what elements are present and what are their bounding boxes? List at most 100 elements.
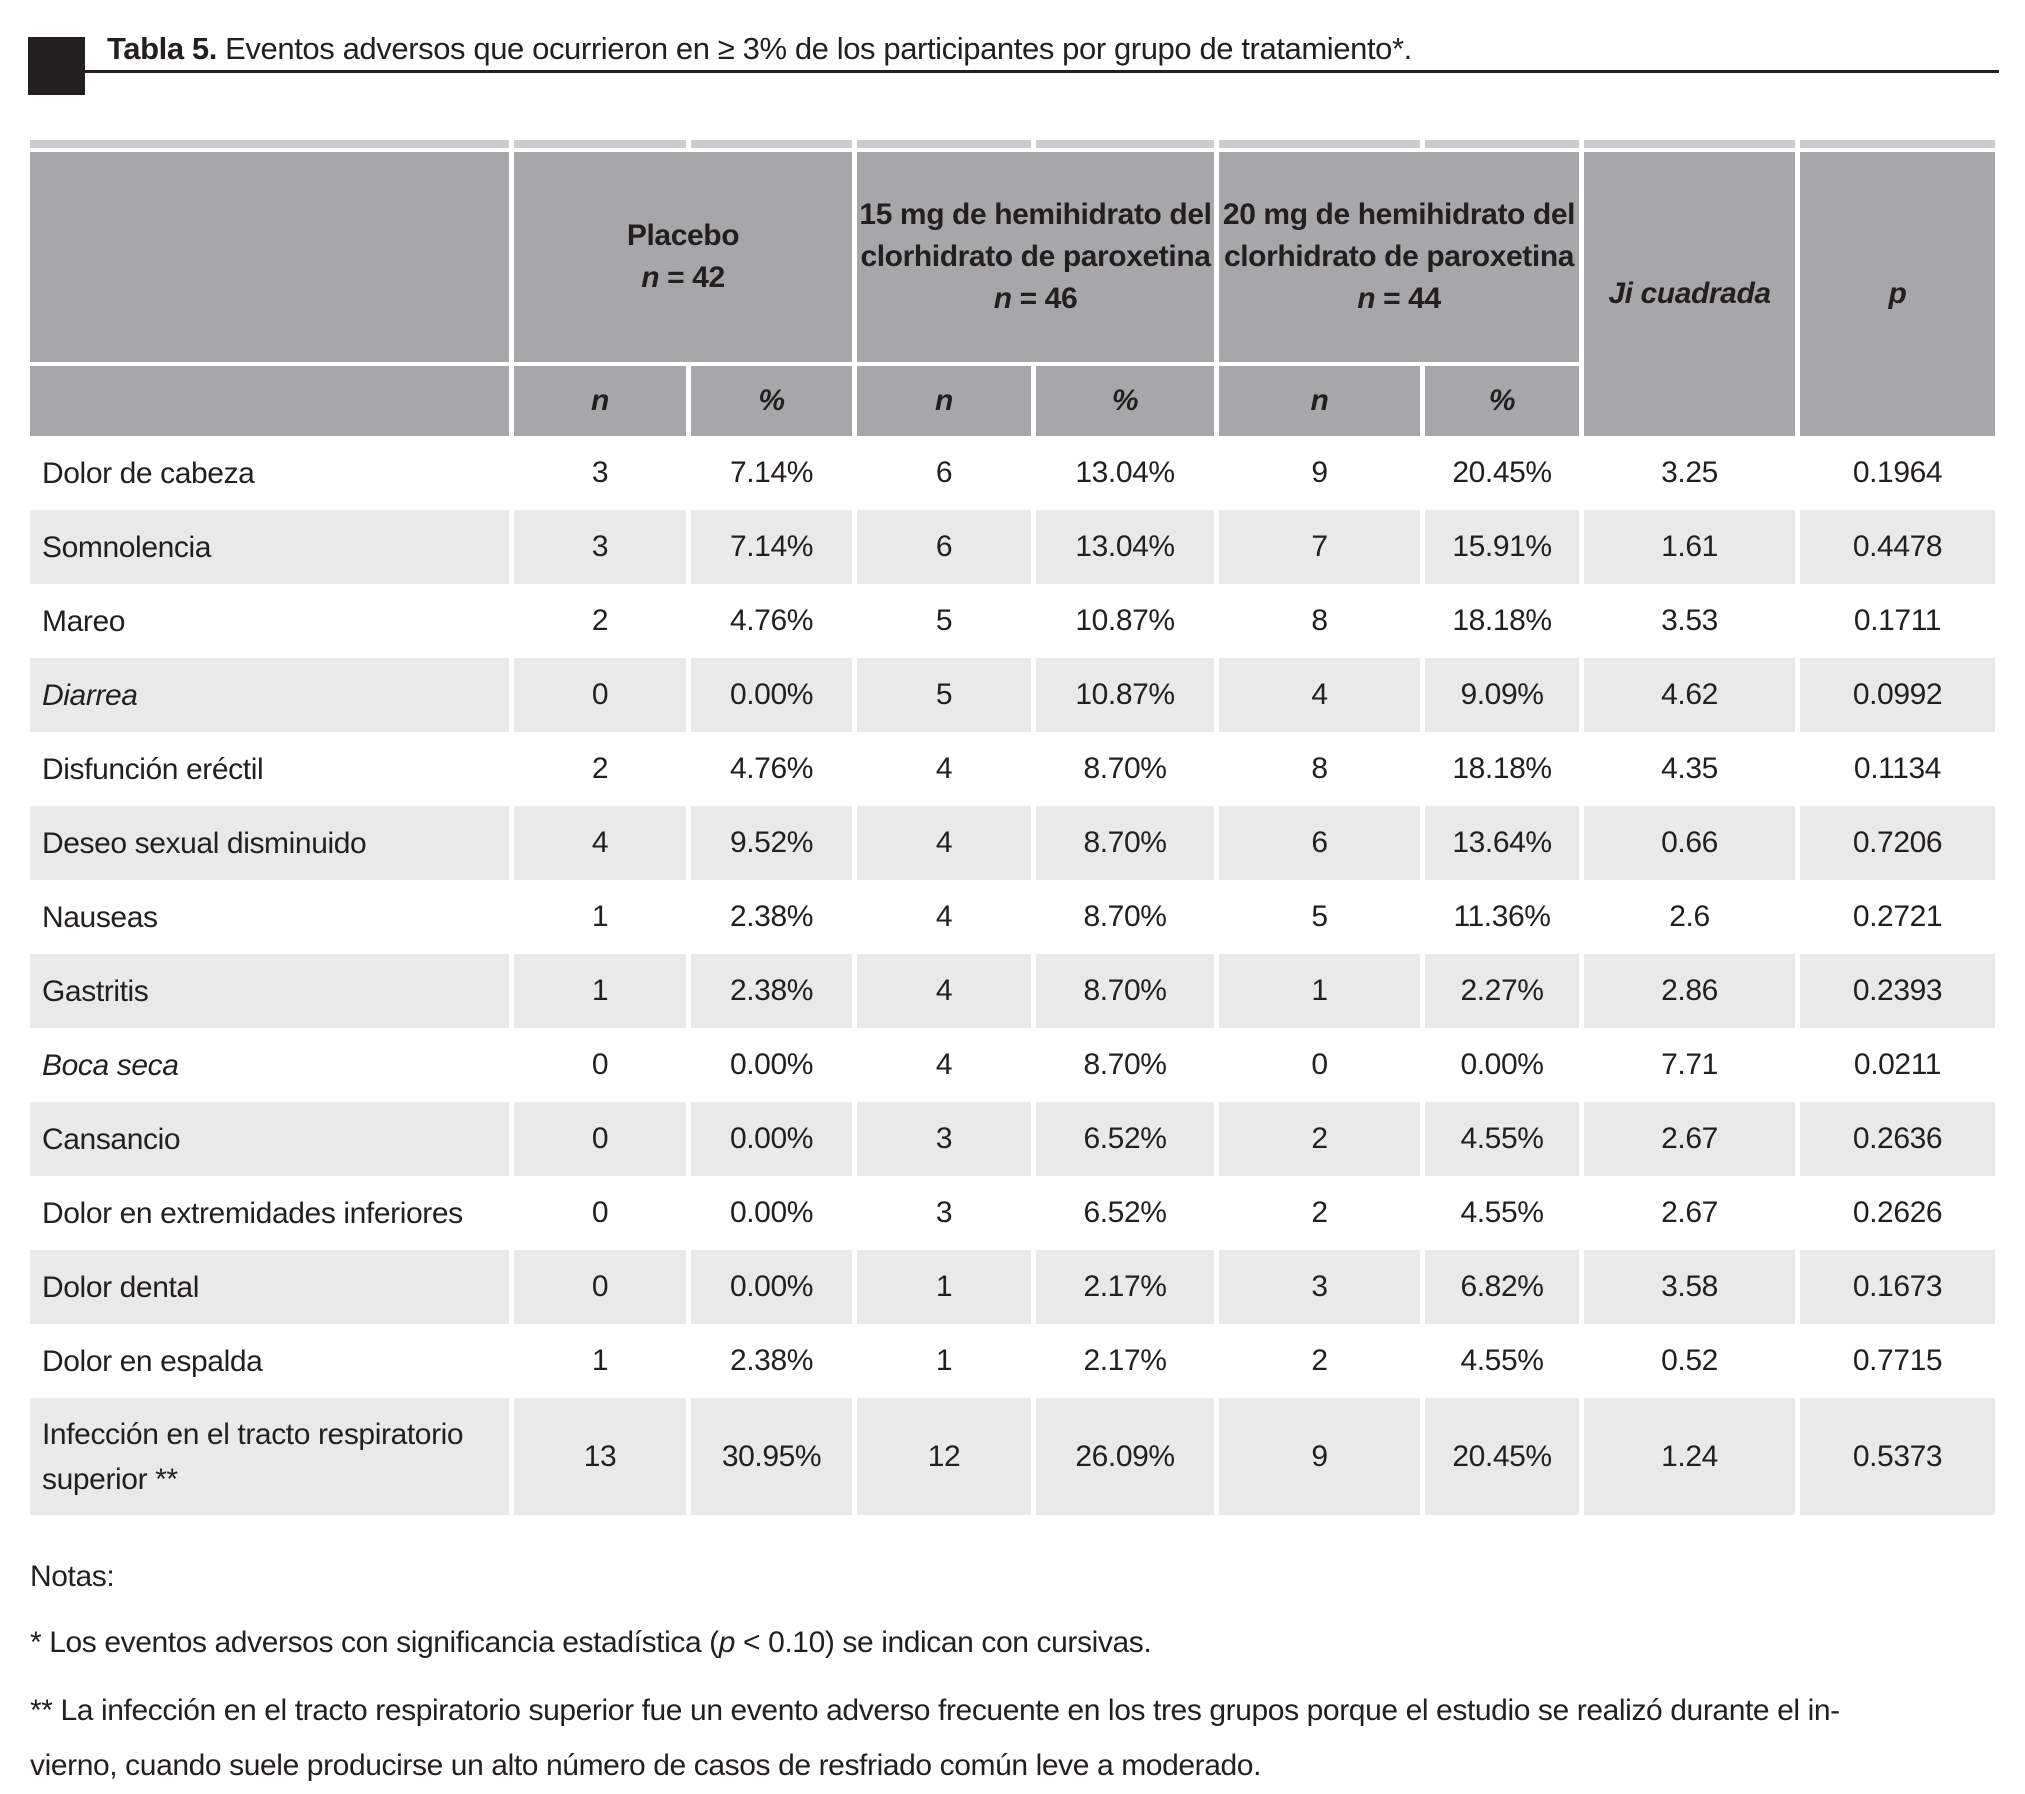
footnote-text: * Los eventos adversos con significancia… <box>30 1626 719 1659</box>
cell-value: 2.38% <box>691 954 852 1028</box>
table-number: Tabla 5. <box>107 31 217 66</box>
cell-value: 1 <box>935 1344 953 1377</box>
cell-value: 0.2636 <box>1800 1102 1995 1176</box>
cell-value: 4 <box>514 806 686 880</box>
cell-value: 13.64% <box>1425 806 1579 880</box>
cell-value: 3 <box>591 456 609 489</box>
group-name: 15 mg de hemihidrato del clorhidrato de … <box>859 198 1212 273</box>
top-border-segment <box>1800 140 1995 148</box>
cell-value: 8 <box>1311 604 1328 637</box>
cell-value: 5 <box>935 604 953 637</box>
cell-value: 4.55% <box>1460 1196 1544 1229</box>
cell-value: 0.1711 <box>1853 604 1942 637</box>
cell-value: 0.00% <box>729 1048 814 1081</box>
cell-value: 20.45% <box>1452 456 1552 489</box>
footnote-text: < 0.10) se indican con cursivas. <box>735 1626 1152 1659</box>
row-label: Dolor en extremidades inferiores <box>42 1196 463 1230</box>
cell-value: 4.55% <box>1460 1344 1544 1377</box>
cell-value: 0.7206 <box>1800 806 1995 880</box>
cell-value: 0.5373 <box>1800 1398 1995 1515</box>
p-symbol: p <box>718 1626 736 1659</box>
cell-value: 2 <box>1311 1196 1328 1229</box>
row-label: Dolor de cabeza <box>42 456 255 490</box>
cell-value: 0.52 <box>1661 1344 1718 1377</box>
cell-value: 0.00% <box>729 1196 814 1229</box>
row-label: Nauseas <box>42 900 158 934</box>
cell-value: 13.04% <box>1036 510 1214 584</box>
row-label: Infección en el tracto respiratorio supe… <box>30 1398 509 1515</box>
footnote-line: ** La infección en el tracto respiratori… <box>30 1694 1840 1727</box>
cell-value: 3.58 <box>1584 1250 1795 1324</box>
cell-value: 1 <box>857 1250 1031 1324</box>
cell-value: 2.17% <box>1083 1344 1167 1377</box>
cell-value: 2 <box>591 604 609 637</box>
row-label: Mareo <box>42 604 126 638</box>
cell-value: 11.36% <box>1453 900 1551 933</box>
cell-value: 4 <box>935 1048 953 1081</box>
cell-value: 30.95% <box>691 1398 852 1515</box>
cell-value: 3 <box>935 1196 953 1229</box>
cell-value: 7.71 <box>1661 1048 1718 1081</box>
row-label: Deseo sexual disminuido <box>30 806 509 880</box>
cell-value: 2.17% <box>1036 1250 1214 1324</box>
n-count: = 46 <box>1011 282 1078 315</box>
subheader-percent: % <box>1036 366 1214 436</box>
cell-value: 13 <box>514 1398 686 1515</box>
cell-value: 3 <box>1219 1250 1420 1324</box>
cell-value: 20.45% <box>1425 1398 1579 1515</box>
header-group-placebo: Placebo n = 42 <box>514 152 852 366</box>
subheader-percent: % <box>1425 366 1579 436</box>
cell-value: 9 <box>1311 456 1328 489</box>
page-title: Tabla 5. Eventos adversos que ocurrieron… <box>107 30 1412 68</box>
cell-value: 6 <box>1219 806 1420 880</box>
cell-value: 0.2393 <box>1800 954 1995 1028</box>
cell-value: 18.18% <box>1452 604 1552 637</box>
n-count: = 44 <box>1375 282 1441 315</box>
row-label: Gastritis <box>30 954 509 1028</box>
cell-value: 9.09% <box>1425 658 1579 732</box>
header-group-paroxetine-20mg: 20 mg de hemihidrato del clorhidrato de … <box>1219 152 1579 366</box>
n-symbol: n <box>641 261 660 294</box>
header-empty-cell <box>30 152 509 366</box>
cell-value: 0 <box>514 1250 686 1324</box>
cell-value: 1 <box>591 900 609 933</box>
table-top-border <box>30 140 1995 148</box>
cell-value: 2.67 <box>1661 1196 1718 1229</box>
cell-value: 12 <box>857 1398 1031 1515</box>
caption-rule <box>85 70 1999 73</box>
subheader-empty-cell <box>30 366 509 436</box>
cell-value: 4.76% <box>729 604 814 637</box>
cell-value: 0.0992 <box>1800 658 1995 732</box>
cell-value: 0.2721 <box>1852 900 1943 933</box>
cell-value: 0 <box>591 1196 609 1229</box>
cell-value: 0.2626 <box>1852 1196 1943 1229</box>
cell-value: 18.18% <box>1452 752 1552 785</box>
cell-value: 9.52% <box>691 806 852 880</box>
cell-value: 4 <box>935 900 953 933</box>
cell-value: 10.87% <box>1075 604 1175 637</box>
row-label: Dolor dental <box>30 1250 509 1324</box>
cell-value: 6.82% <box>1425 1250 1579 1324</box>
cell-value: 1 <box>514 954 686 1028</box>
cell-value: 1 <box>591 1344 609 1377</box>
cell-value: 3 <box>514 510 686 584</box>
cell-value: 0.4478 <box>1800 510 1995 584</box>
top-border-segment <box>30 140 509 148</box>
footnote-line: vierno, cuando suele producirse un alto … <box>30 1748 1262 1782</box>
top-border-segment <box>691 140 852 148</box>
header-group-paroxetine-15mg: 15 mg de hemihidrato del clorhidrato de … <box>857 152 1214 366</box>
cell-value: 4 <box>857 806 1031 880</box>
cell-value: 6.52% <box>1083 1196 1167 1229</box>
cell-value: 9 <box>1219 1398 1420 1515</box>
footnote-double-asterisk: ** La infección en el tracto respiratori… <box>30 1684 1995 1794</box>
cell-value: 8.70% <box>1083 1048 1167 1081</box>
cell-value: 3.25 <box>1661 456 1718 489</box>
cell-value: 2 <box>591 752 609 785</box>
cell-value: 4 <box>1219 658 1420 732</box>
adverse-events-table: Placebo n = 42 15 mg de hemihidrato del c… <box>30 152 1995 1515</box>
n-symbol: n <box>993 282 1012 315</box>
cell-value: 0.0211 <box>1853 1048 1942 1081</box>
cell-value: 1.24 <box>1584 1398 1795 1515</box>
cell-value: 15.91% <box>1425 510 1579 584</box>
cell-value: 0 <box>1311 1048 1328 1081</box>
